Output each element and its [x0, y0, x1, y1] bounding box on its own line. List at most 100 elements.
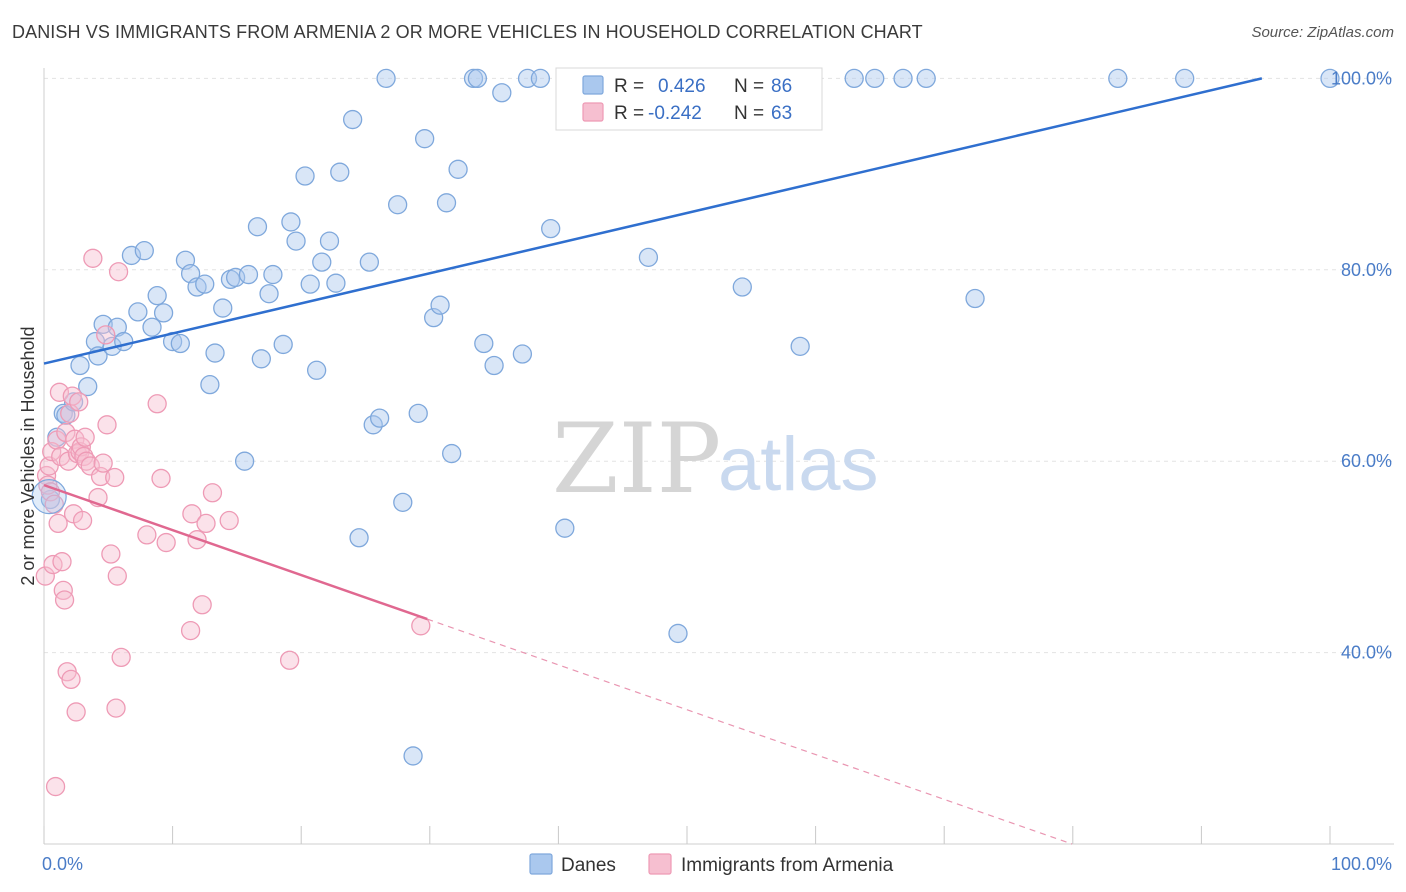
- danes-point: [295, 166, 315, 186]
- danes-point: [484, 355, 504, 376]
- armenia-point: [137, 525, 157, 545]
- danes-point: [259, 284, 279, 304]
- danes-point: [200, 374, 220, 395]
- danes-point: [369, 408, 390, 428]
- armenia-point: [97, 415, 117, 435]
- x-tick-label: 0.0%: [42, 854, 83, 874]
- danes-point: [387, 195, 408, 215]
- armenia-point: [156, 532, 176, 553]
- armenia-point: [48, 513, 68, 534]
- legend-n-value-danes: 86: [771, 76, 792, 97]
- danes-point: [238, 264, 259, 285]
- danes-point: [195, 274, 215, 294]
- trend-layer: [43, 77, 1263, 845]
- danes-point: [78, 376, 98, 397]
- danes-point: [376, 68, 396, 89]
- danes-point: [1175, 68, 1195, 89]
- danes-point: [170, 333, 190, 354]
- armenia-point: [54, 590, 75, 610]
- danes-point: [205, 343, 225, 363]
- chart-source: Source: ZipAtlas.com: [1251, 24, 1394, 41]
- armenia-point: [75, 427, 95, 447]
- watermark-zip: ZIP: [552, 403, 721, 515]
- series-legend: Danes Immigrants from Armenia: [529, 853, 894, 876]
- armenia-point: [147, 394, 167, 414]
- points-layer: [31, 68, 1340, 797]
- danes-point: [326, 273, 346, 293]
- legend-r-label-armenia: R =: [614, 103, 644, 124]
- danes-point: [403, 746, 423, 766]
- danes-point: [134, 241, 154, 261]
- legend-r-value-danes: 0.426: [658, 76, 706, 97]
- danes-point: [147, 285, 167, 306]
- armenia-trend-line: [43, 483, 428, 621]
- danes-point: [668, 623, 688, 644]
- danes-point: [263, 264, 283, 285]
- chart-title: DANISH VS IMMIGRANTS FROM ARMENIA 2 OR M…: [12, 22, 923, 42]
- armenia-point: [219, 510, 239, 531]
- danes-point: [541, 218, 561, 239]
- danes-point: [247, 217, 268, 237]
- danes-point: [530, 68, 551, 89]
- armenia-point: [107, 566, 127, 586]
- danes-point: [442, 443, 462, 464]
- danes-trend-line: [43, 77, 1263, 365]
- danes-point: [1108, 68, 1128, 89]
- series-legend-label-armenia: Immigrants from Armenia: [681, 855, 894, 876]
- armenia-point: [96, 325, 116, 345]
- armenia-point: [108, 262, 129, 282]
- armenia-point: [53, 580, 73, 601]
- y-tick-label: 100.0%: [1331, 68, 1392, 88]
- watermark-atlas: atlas: [718, 422, 879, 507]
- danes-point: [359, 252, 380, 272]
- danes-point: [1320, 68, 1340, 89]
- legend-n-label-danes: N =: [734, 76, 764, 97]
- armenia-point: [279, 650, 300, 670]
- danes-point: [342, 109, 363, 130]
- armenia-point: [196, 513, 216, 534]
- armenia-point: [35, 566, 55, 586]
- danes-point: [638, 247, 659, 268]
- x-tick-label: 100.0%: [1331, 854, 1392, 874]
- armenia-point: [180, 620, 201, 641]
- danes-point: [312, 252, 332, 272]
- armenia-point: [83, 248, 103, 268]
- series-legend-swatch-danes: [529, 853, 553, 875]
- danes-point: [865, 68, 885, 89]
- series-legend-label-danes: Danes: [561, 855, 616, 876]
- danes-point: [492, 83, 512, 103]
- armenia-point: [45, 776, 66, 797]
- armenia-point: [202, 483, 223, 503]
- armenia-point: [66, 702, 86, 722]
- danes-point: [424, 307, 444, 328]
- danes-point: [281, 212, 301, 232]
- armenia-point: [42, 441, 62, 462]
- danes-point: [330, 162, 350, 182]
- danes-point: [430, 295, 450, 315]
- danes-point: [251, 349, 271, 369]
- armenia-point: [52, 552, 72, 572]
- armenia-point: [105, 467, 125, 488]
- danes-point: [114, 331, 134, 352]
- armenia-point: [93, 453, 113, 473]
- danes-point: [408, 403, 428, 424]
- danes-point: [128, 302, 148, 322]
- legend-n-value-armenia: 63: [771, 103, 792, 124]
- series-legend-swatch-armenia: [648, 853, 672, 875]
- legend-r-value-armenia: -0.242: [648, 103, 702, 124]
- armenia-trend-line-extension: [427, 618, 1073, 845]
- danes-point: [512, 344, 533, 364]
- danes-point: [415, 129, 435, 149]
- y-tick-label: 80.0%: [1341, 260, 1392, 280]
- danes-point: [893, 68, 913, 89]
- armenia-point: [151, 468, 171, 489]
- watermark: ZIP atlas: [552, 403, 879, 515]
- grid-layer: [44, 77, 1394, 654]
- danes-point: [474, 333, 494, 354]
- legend-r-label-danes: R =: [614, 76, 644, 97]
- danes-point: [393, 492, 413, 513]
- armenia-point: [111, 647, 131, 668]
- danes-point: [273, 334, 293, 355]
- danes-point: [916, 68, 936, 89]
